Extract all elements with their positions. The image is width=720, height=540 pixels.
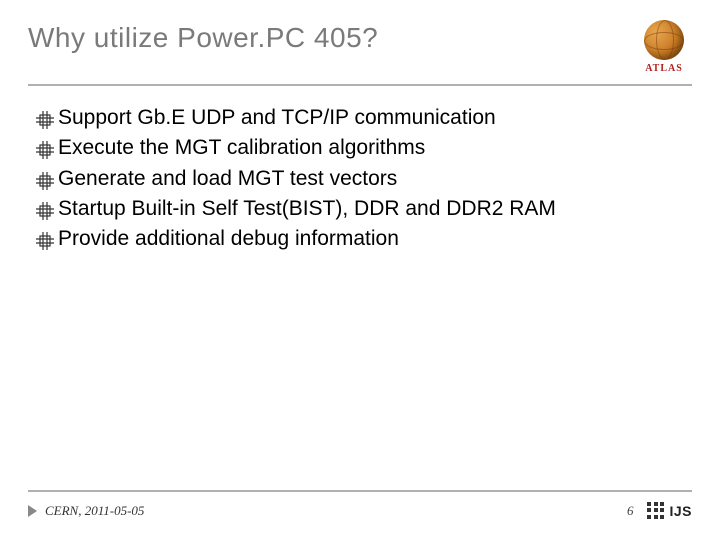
bullet-item: Execute the MGT calibration algorithms [36,134,684,162]
footer-date: CERN, 2011-05-05 [45,503,144,519]
triangle-icon [28,505,37,517]
footer-left: CERN, 2011-05-05 [28,503,144,519]
ijs-text: IJS [669,503,692,519]
atlas-logo-text: ATLAS [636,63,692,74]
bullet-text: Startup Built-in Self Test(BIST), DDR an… [58,195,684,223]
header: Why utilize Power.PC 405? ATLAS [28,18,692,86]
bullet-item: Provide additional debug information [36,225,684,253]
bullet-icon [36,200,54,218]
bullet-text: Generate and load MGT test vectors [58,165,684,193]
page-number: 6 [627,503,634,519]
bullet-icon [36,230,54,248]
bullet-text: Support Gb.E UDP and TCP/IP communicatio… [58,104,684,132]
bullet-item: Support Gb.E UDP and TCP/IP communicatio… [36,104,684,132]
globe-icon [644,20,684,60]
bullet-icon [36,170,54,188]
bullet-item: Generate and load MGT test vectors [36,165,684,193]
bullet-text: Provide additional debug information [58,225,684,253]
slide: Why utilize Power.PC 405? ATLAS Support … [0,0,720,540]
bullet-icon [36,139,54,157]
content: Support Gb.E UDP and TCP/IP communicatio… [28,86,692,490]
footer-right: 6 IJS [627,502,692,520]
footer: CERN, 2011-05-05 6 IJS [28,490,692,520]
ijs-grid-icon [647,502,665,520]
bullet-icon [36,109,54,127]
ijs-logo: IJS [647,502,692,520]
bullet-item: Startup Built-in Self Test(BIST), DDR an… [36,195,684,223]
bullet-text: Execute the MGT calibration algorithms [58,134,684,162]
atlas-logo: ATLAS [636,18,692,74]
slide-title: Why utilize Power.PC 405? [28,18,378,54]
